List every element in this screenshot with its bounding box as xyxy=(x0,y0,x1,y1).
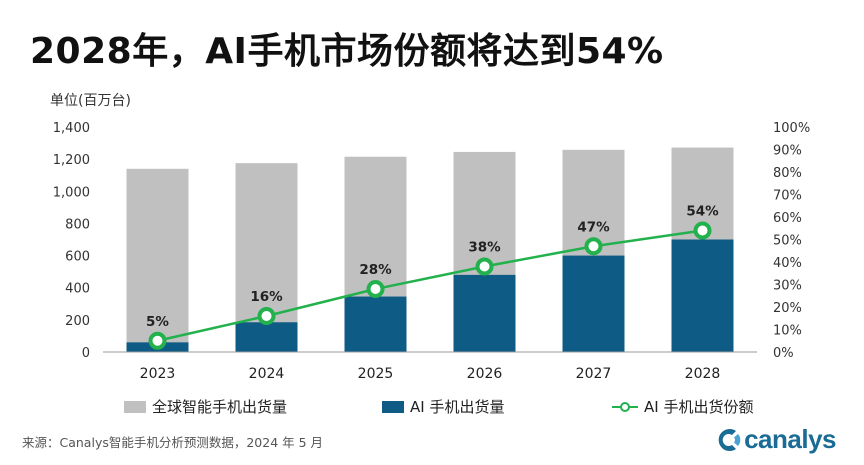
bar-ai xyxy=(671,239,734,352)
share-point xyxy=(584,237,603,256)
share-point xyxy=(366,280,385,298)
y2-tick-label: 20% xyxy=(773,301,802,316)
bar-total xyxy=(126,168,189,352)
legend-total: 全球智能手机出货量 xyxy=(124,396,287,417)
y-tick-label: 400 xyxy=(65,282,90,297)
share-point xyxy=(693,221,712,240)
bar-ai xyxy=(235,322,298,352)
legend-swatch-share xyxy=(612,401,638,413)
legend-swatch-total xyxy=(124,400,146,413)
x-tick-label: 2027 xyxy=(576,366,612,382)
y-tick-label: 200 xyxy=(65,314,90,329)
x-tick-label: 2023 xyxy=(140,366,176,382)
x-tick-label: 2025 xyxy=(358,366,394,382)
y2-tick-label: 100% xyxy=(773,121,810,136)
share-data-label: 38% xyxy=(468,240,501,256)
canalys-logo-icon xyxy=(718,428,741,451)
share-data-label: 54% xyxy=(686,204,719,220)
page-title: 2028年，AI手机市场份额将达到54% xyxy=(30,31,664,72)
source-note: 来源：Canalys智能手机分析预测数据，2024 年 5 月 xyxy=(22,435,324,450)
legend-label-share: AI 手机出货份额 xyxy=(644,398,754,416)
share-data-label: 47% xyxy=(577,219,610,235)
canalys-logo: canalys xyxy=(714,424,836,455)
share-line-path xyxy=(157,229,703,342)
share-point xyxy=(475,257,494,276)
y2-tick-label: 60% xyxy=(773,211,802,226)
y-tick-label: 600 xyxy=(65,250,90,265)
share-point xyxy=(148,331,167,350)
x-axis-labels: 2023 2024 2025 2026 2027 2028 xyxy=(140,366,721,382)
right-axis-ticks: 0% 10% 20% 30% 40% 50% 60% 70% 80% 90% 100% xyxy=(773,121,810,361)
y-tick-label: 800 xyxy=(65,217,90,232)
bar-ai xyxy=(344,296,407,352)
y-axis-unit-label: 单位(百万台) xyxy=(50,93,131,109)
y2-tick-label: 80% xyxy=(773,166,802,181)
y2-tick-label: 40% xyxy=(773,256,802,271)
legend-ai: AI 手机出货量 xyxy=(382,396,504,417)
y-tick-label: 1,400 xyxy=(53,121,90,136)
legend-label-ai: AI 手机出货量 xyxy=(410,398,505,416)
share-data-label: 28% xyxy=(359,262,392,278)
x-tick-label: 2028 xyxy=(685,366,721,382)
y2-tick-label: 70% xyxy=(773,189,802,204)
left-axis-ticks: 0 200 400 600 800 1,000 1,200 1,400 xyxy=(53,121,90,361)
canalys-logo-text: canalys xyxy=(744,424,836,454)
share-point xyxy=(257,307,276,325)
y-tick-label: 1,000 xyxy=(53,185,90,200)
share-line xyxy=(157,229,703,342)
y-tick-label: 0 xyxy=(82,346,90,361)
legend-label-total: 全球智能手机出货量 xyxy=(152,398,288,416)
legend-share: AI 手机出货份额 xyxy=(612,396,753,417)
y2-tick-label: 0% xyxy=(773,346,794,361)
share-points xyxy=(148,221,712,350)
y2-tick-label: 50% xyxy=(773,234,802,249)
y2-tick-label: 90% xyxy=(773,144,802,159)
share-data-label: 5% xyxy=(146,314,169,330)
legend-swatch-ai xyxy=(382,400,404,413)
bar-ai xyxy=(453,274,516,352)
bars xyxy=(126,147,734,352)
x-tick-label: 2026 xyxy=(467,366,503,382)
share-data-labels: 5% 16% 28% 38% 47% 54% xyxy=(146,204,719,330)
bar-ai xyxy=(562,255,625,352)
y-tick-label: 1,200 xyxy=(53,153,90,168)
x-tick-label: 2024 xyxy=(249,366,285,382)
share-data-label: 16% xyxy=(250,289,283,305)
y2-tick-label: 10% xyxy=(773,324,802,339)
y2-tick-label: 30% xyxy=(773,279,802,294)
